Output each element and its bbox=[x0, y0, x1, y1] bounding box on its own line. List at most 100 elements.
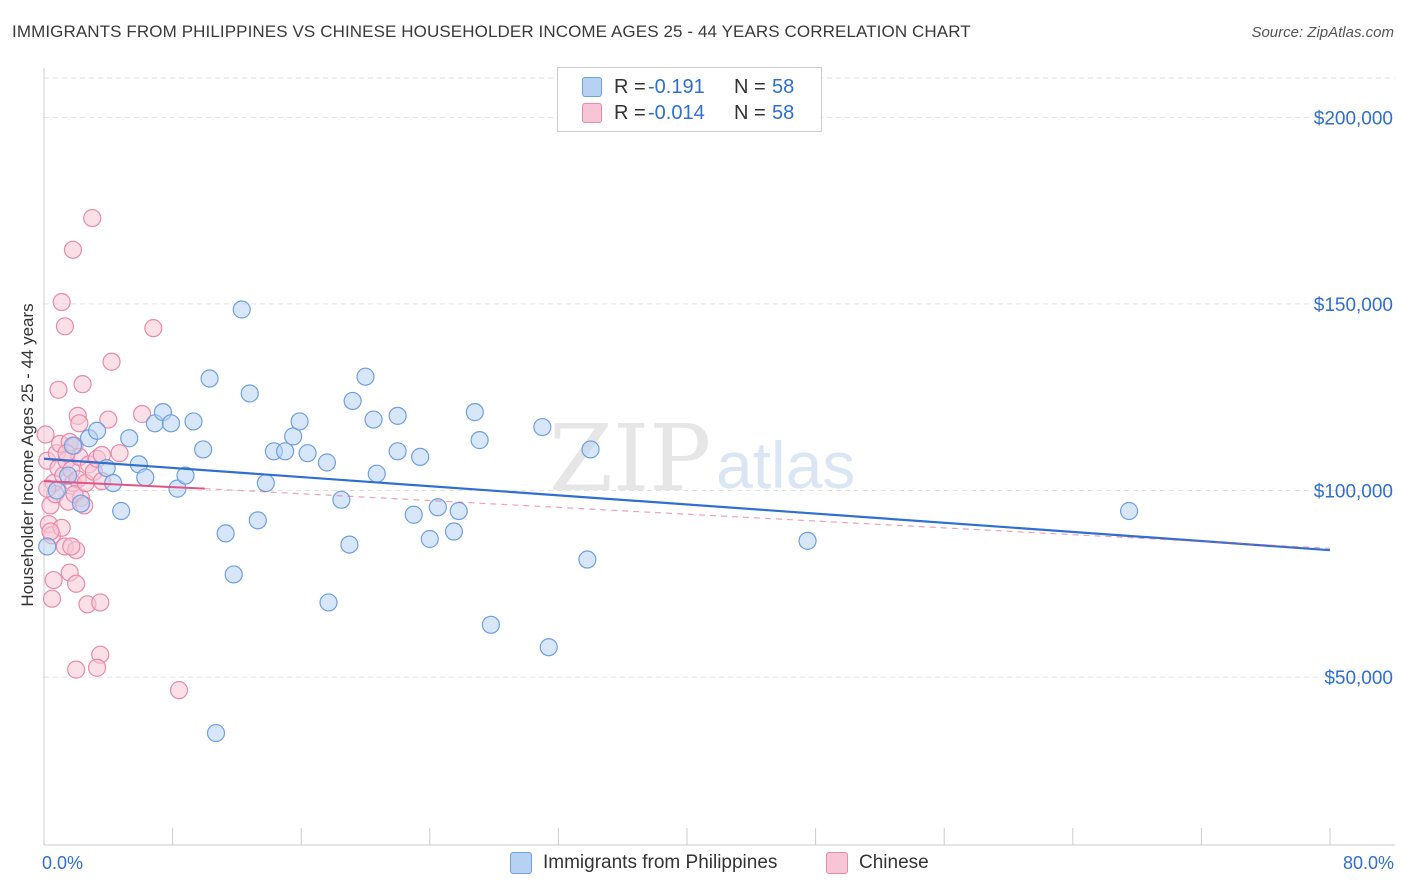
philippines-point bbox=[240, 384, 259, 403]
chinese-point bbox=[41, 522, 60, 541]
philippines-point bbox=[224, 565, 243, 584]
philippines-point bbox=[63, 436, 83, 455]
chinese-point bbox=[44, 570, 63, 590]
philippines-point bbox=[194, 440, 213, 459]
chinese-point bbox=[144, 319, 163, 338]
r-label: R = bbox=[614, 75, 646, 98]
philippines-point bbox=[298, 444, 317, 463]
philippines-point bbox=[206, 723, 226, 743]
gridlines bbox=[44, 77, 1395, 678]
watermark-atlas: atlas bbox=[716, 428, 855, 502]
chinese-point bbox=[169, 681, 189, 700]
chinese-point bbox=[70, 414, 89, 433]
chinese-point bbox=[91, 593, 110, 612]
philippines-point bbox=[411, 447, 430, 467]
chinese-points bbox=[36, 208, 189, 700]
chinese-point bbox=[67, 660, 86, 679]
philippines-point bbox=[112, 501, 131, 521]
n-value: 58 bbox=[772, 75, 795, 98]
r-label: R = bbox=[614, 101, 646, 124]
y-tick-label: $50,000 bbox=[1324, 668, 1393, 689]
philippines-point bbox=[343, 391, 362, 411]
chinese-point bbox=[99, 410, 118, 429]
philippines-point bbox=[533, 417, 552, 437]
legend-swatch-blue bbox=[582, 77, 602, 97]
philippines-point bbox=[539, 638, 558, 657]
r-value: -0.191 bbox=[648, 75, 705, 98]
x-tick-label-max: 80.0% bbox=[1342, 853, 1394, 873]
legend-row-philippines: R = -0.191 N = 58 bbox=[582, 75, 794, 99]
legend-label-chinese: Chinese bbox=[859, 852, 929, 873]
watermark: ZIP atlas bbox=[549, 405, 855, 512]
chinese-trend-line bbox=[43, 480, 205, 490]
philippines-point bbox=[290, 412, 309, 431]
philippines-point bbox=[184, 412, 203, 431]
philippines-point bbox=[404, 505, 423, 524]
legend-row-chinese: R = -0.014 N = 58 bbox=[582, 101, 794, 125]
legend-swatch-pink bbox=[826, 852, 848, 874]
legend-item-philippines[interactable]: Immigrants from Philippines bbox=[510, 852, 777, 874]
philippines-point bbox=[87, 421, 107, 440]
chart-title: IMMIGRANTS FROM PHILIPPINES VS CHINESE H… bbox=[12, 22, 971, 41]
philippines-point bbox=[248, 511, 267, 530]
y-tick-label: $200,000 bbox=[1314, 108, 1393, 129]
philippines-point bbox=[356, 367, 375, 386]
chinese-point bbox=[110, 444, 129, 463]
chinese-point bbox=[42, 589, 62, 608]
chinese-point bbox=[67, 574, 86, 593]
philippines-point bbox=[449, 501, 468, 521]
philippines-point bbox=[232, 300, 251, 319]
y-tick-label: $100,000 bbox=[1314, 481, 1393, 502]
philippines-point bbox=[120, 429, 139, 448]
philippines-point bbox=[47, 481, 66, 500]
philippines-point bbox=[364, 410, 383, 429]
philippines-point bbox=[340, 535, 359, 554]
chinese-point bbox=[87, 658, 107, 677]
philippines-point bbox=[38, 537, 57, 556]
chinese-point bbox=[49, 380, 68, 399]
n-label: N = bbox=[734, 75, 766, 98]
chinese-point bbox=[63, 240, 83, 259]
philippines-point bbox=[367, 464, 386, 483]
philippines-point bbox=[332, 490, 351, 509]
legend-item-chinese[interactable]: Chinese bbox=[826, 852, 929, 874]
philippines-point bbox=[136, 468, 155, 487]
y-tick-label: $150,000 bbox=[1314, 295, 1393, 316]
chinese-point bbox=[102, 352, 121, 371]
chinese-trend-line-extended bbox=[204, 488, 1331, 549]
chinese-point bbox=[62, 537, 81, 556]
philippines-points bbox=[38, 300, 1139, 743]
philippines-point bbox=[470, 431, 489, 450]
legend-swatch-pink bbox=[582, 103, 602, 123]
x-tick-label-min: 0.0% bbox=[42, 853, 84, 873]
philippines-point bbox=[420, 529, 439, 549]
chinese-point bbox=[36, 425, 55, 444]
source-credit: Source: ZipAtlas.com bbox=[1251, 24, 1394, 41]
philippines-trend-line bbox=[43, 457, 1331, 552]
philippines-point bbox=[465, 403, 484, 422]
philippines-point bbox=[276, 442, 295, 461]
chinese-point bbox=[55, 317, 74, 336]
philippines-point bbox=[200, 369, 219, 388]
philippines-point bbox=[481, 615, 500, 634]
philippines-point bbox=[581, 440, 600, 459]
philippines-point bbox=[59, 466, 78, 485]
philippines-point bbox=[256, 473, 275, 493]
philippines-point bbox=[161, 414, 181, 433]
legend-label-philippines: Immigrants from Philippines bbox=[543, 852, 778, 873]
philippines-point bbox=[578, 550, 597, 569]
chinese-point bbox=[83, 208, 102, 228]
y-tick-labels: $50,000 $100,000 $150,000 $200,000 bbox=[1314, 108, 1393, 689]
n-label: N = bbox=[734, 101, 766, 124]
watermark-zip: ZIP bbox=[549, 405, 711, 512]
philippines-point bbox=[104, 473, 123, 493]
correlation-legend: R = -0.191 N = 58 R = -0.014 N = 58 bbox=[557, 67, 822, 132]
trend-lines bbox=[43, 457, 1331, 552]
n-value: 58 bbox=[772, 101, 795, 124]
philippines-point bbox=[388, 442, 407, 461]
philippines-point bbox=[1119, 501, 1139, 521]
chinese-point bbox=[52, 292, 71, 312]
series-legend: Immigrants from Philippines Chinese bbox=[0, 852, 1406, 878]
philippines-point bbox=[317, 453, 337, 472]
